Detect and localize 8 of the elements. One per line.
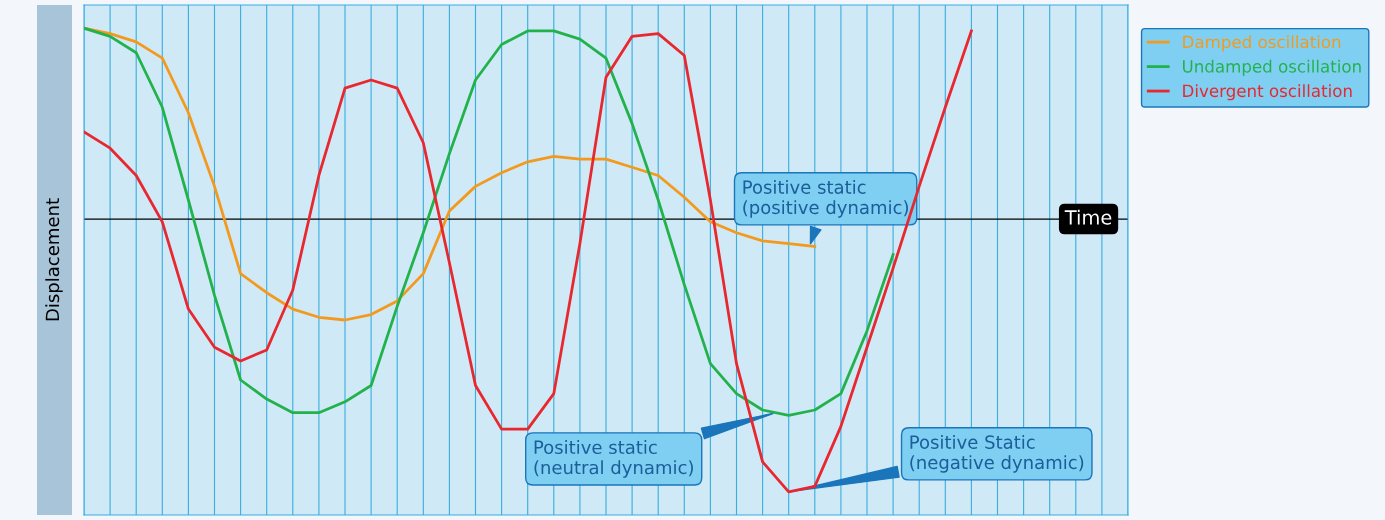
annotation: Positive static (positive dynamic) xyxy=(743,179,908,218)
legend-label: Damped oscillation xyxy=(1183,35,1341,52)
y-axis-title: Displacement xyxy=(45,198,63,321)
annotation: Positive static (neutral dynamic) xyxy=(534,440,693,478)
legend-label: Undamped oscillation xyxy=(1183,59,1361,76)
x-axis-title: Time xyxy=(1064,209,1112,225)
legend-label: Divergent oscillation xyxy=(1183,84,1352,101)
annotation: Positive Static (negative dynamic) xyxy=(910,434,1084,473)
